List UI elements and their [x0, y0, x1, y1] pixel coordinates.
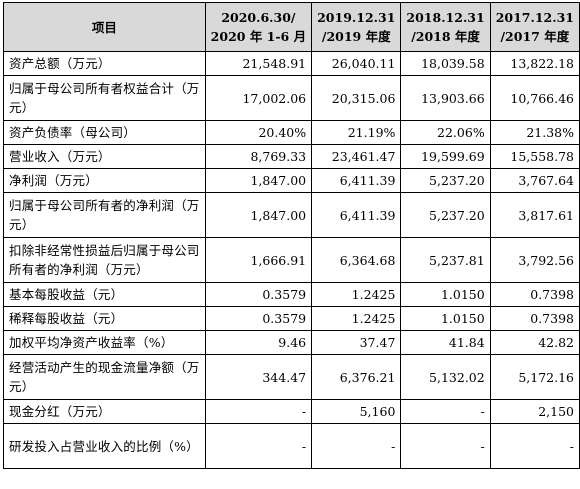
- cell-value: 3,767.64: [489, 168, 580, 193]
- table-row: 经营活动产生的现金流量净额（万元） 344.47 6,376.21 5,132.…: [3, 354, 580, 400]
- cell-value: 2,150: [489, 399, 580, 424]
- row-label: 经营活动产生的现金流量净额（万元）: [3, 354, 206, 400]
- row-label: 营业收入（万元）: [3, 144, 206, 169]
- row-label: 基本每股收益（元）: [3, 282, 206, 307]
- header-period-line2: /2017 年度: [500, 29, 570, 44]
- table-row: 资产负债率（母公司） 20.40% 21.19% 22.06% 21.38%: [3, 120, 580, 145]
- header-period-line2: 2020 年 1-6 月: [210, 29, 307, 44]
- header-period-2018: 2018.12.31 /2018 年度: [400, 2, 491, 52]
- cell-value: 13,903.66: [400, 75, 491, 121]
- row-label: 现金分红（万元）: [3, 399, 206, 424]
- table-row: 资产总额（万元） 21,548.91 26,040.11 18,039.58 1…: [3, 51, 580, 76]
- table-row: 稀释每股收益（元） 0.3579 1.2425 1.0150 0.7398: [3, 306, 580, 331]
- cell-value: 1,666.91: [204, 237, 313, 283]
- financial-summary-table: 项目 2020.6.30/ 2020 年 1-6 月 2019.12.31 /2…: [3, 2, 580, 469]
- cell-value: 1.0150: [400, 306, 491, 331]
- cell-value: 0.7398: [489, 282, 580, 307]
- cell-value: 6,411.39: [311, 192, 402, 238]
- cell-value: 1.0150: [400, 282, 491, 307]
- row-label: 归属于母公司所有者权益合计（万元）: [3, 75, 206, 121]
- cell-value: 0.3579: [204, 282, 313, 307]
- cell-value: 5,160: [311, 399, 402, 424]
- cell-value: 1,847.00: [204, 168, 313, 193]
- cell-value: 6,364.68: [311, 237, 402, 283]
- header-period-line2: /2018 年度: [411, 29, 480, 44]
- cell-value: 26,040.11: [311, 51, 402, 76]
- header-period-2019: 2019.12.31 /2019 年度: [311, 2, 402, 52]
- cell-value: 3,817.61: [489, 192, 580, 238]
- row-label: 净利润（万元）: [3, 168, 206, 193]
- cell-value: -: [204, 423, 313, 469]
- row-label: 加权平均净资产收益率（%）: [3, 330, 206, 355]
- table-row: 加权平均净资产收益率（%） 9.46 37.47 41.84 42.82: [3, 330, 580, 355]
- row-label: 研发投入占营业收入的比例（%）: [3, 423, 206, 469]
- table-header-row: 项目 2020.6.30/ 2020 年 1-6 月 2019.12.31 /2…: [3, 2, 580, 52]
- cell-value: -: [400, 399, 491, 424]
- cell-value: 0.7398: [489, 306, 580, 331]
- cell-value: 18,039.58: [400, 51, 491, 76]
- header-period-line1: 2017.12.31: [495, 10, 574, 25]
- cell-value: 23,461.47: [311, 144, 402, 169]
- cell-value: 3,792.56: [489, 237, 580, 283]
- table-row: 现金分红（万元） - 5,160 - 2,150: [3, 399, 580, 424]
- cell-value: 42.82: [489, 330, 580, 355]
- financial-table-container: 项目 2020.6.30/ 2020 年 1-6 月 2019.12.31 /2…: [3, 2, 580, 469]
- row-label: 扣除非经常性损益后归属于母公司所有者的净利润（万元）: [3, 237, 206, 283]
- table-row: 扣除非经常性损益后归属于母公司所有者的净利润（万元） 1,666.91 6,36…: [3, 237, 580, 283]
- cell-value: 1.2425: [311, 306, 402, 331]
- header-item: 项目: [3, 2, 206, 52]
- cell-value: 6,376.21: [311, 354, 402, 400]
- header-period-line1: 2020.6.30/: [221, 10, 296, 25]
- cell-value: 19,599.69: [400, 144, 491, 169]
- header-period-2017: 2017.12.31 /2017 年度: [489, 2, 580, 52]
- row-label: 资产总额（万元）: [3, 51, 206, 76]
- cell-value: 5,237.81: [400, 237, 491, 283]
- cell-value: 0.3579: [204, 306, 313, 331]
- cell-value: 21,548.91: [204, 51, 313, 76]
- table-row: 归属于母公司所有者权益合计（万元） 17,002.06 20,315.06 13…: [3, 75, 580, 121]
- cell-value: 1,847.00: [204, 192, 313, 238]
- table-row: 基本每股收益（元） 0.3579 1.2425 1.0150 0.7398: [3, 282, 580, 307]
- cell-value: 20.40%: [204, 120, 313, 145]
- cell-value: -: [400, 423, 491, 469]
- header-period-2020h1: 2020.6.30/ 2020 年 1-6 月: [204, 2, 313, 52]
- row-label: 稀释每股收益（元）: [3, 306, 206, 331]
- cell-value: 17,002.06: [204, 75, 313, 121]
- cell-value: 8,769.33: [204, 144, 313, 169]
- cell-value: 15,558.78: [489, 144, 580, 169]
- header-period-line2: /2019 年度: [321, 29, 391, 44]
- cell-value: 21.38%: [489, 120, 580, 145]
- cell-value: -: [204, 399, 313, 424]
- cell-value: 5,237.20: [400, 168, 491, 193]
- table-row: 净利润（万元） 1,847.00 6,411.39 5,237.20 3,767…: [3, 168, 580, 193]
- cell-value: 13,822.18: [489, 51, 580, 76]
- table-row: 归属于母公司所有者的净利润（万元） 1,847.00 6,411.39 5,23…: [3, 192, 580, 238]
- cell-value: -: [489, 423, 580, 469]
- table-row: 营业收入（万元） 8,769.33 23,461.47 19,599.69 15…: [3, 144, 580, 169]
- row-label: 归属于母公司所有者的净利润（万元）: [3, 192, 206, 238]
- cell-value: 22.06%: [400, 120, 491, 145]
- cell-value: 41.84: [400, 330, 491, 355]
- cell-value: 5,132.02: [400, 354, 491, 400]
- cell-value: -: [311, 423, 402, 469]
- cell-value: 20,315.06: [311, 75, 402, 121]
- cell-value: 344.47: [204, 354, 313, 400]
- cell-value: 21.19%: [311, 120, 402, 145]
- cell-value: 5,237.20: [400, 192, 491, 238]
- table-row: 研发投入占营业收入的比例（%） - - - -: [3, 423, 580, 469]
- row-label: 资产负债率（母公司）: [3, 120, 206, 145]
- cell-value: 37.47: [311, 330, 402, 355]
- cell-value: 5,172.16: [489, 354, 580, 400]
- header-period-line1: 2018.12.31: [406, 10, 485, 25]
- cell-value: 1.2425: [311, 282, 402, 307]
- cell-value: 9.46: [204, 330, 313, 355]
- header-period-line1: 2019.12.31: [317, 10, 396, 25]
- cell-value: 6,411.39: [311, 168, 402, 193]
- cell-value: 10,766.46: [489, 75, 580, 121]
